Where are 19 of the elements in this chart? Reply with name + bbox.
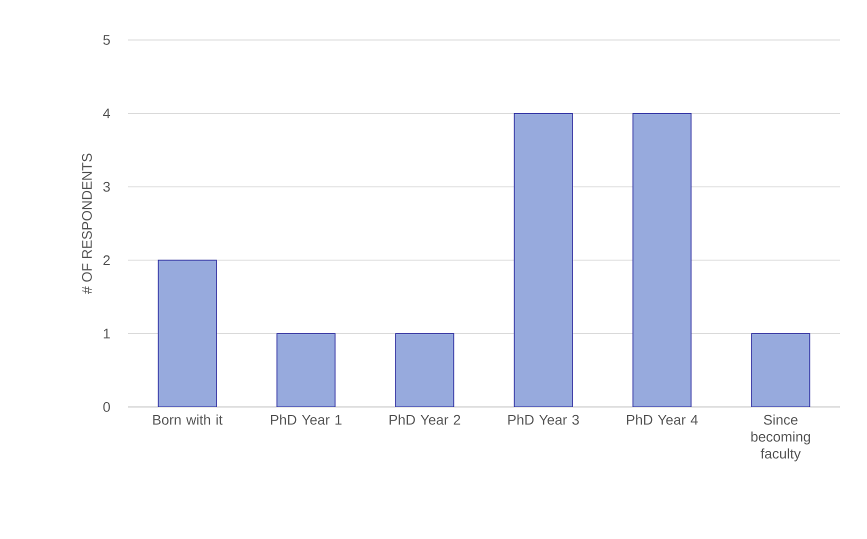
bar bbox=[514, 112, 573, 407]
x-tick-label: PhD Year 2 bbox=[390, 414, 460, 425]
y-tick-label: 5 bbox=[103, 35, 110, 45]
bar bbox=[751, 333, 810, 407]
x-tick-label: Since becoming faculty bbox=[751, 414, 810, 462]
y-axis-title: # OF RESPONDENTS bbox=[82, 154, 92, 294]
y-tick-label: 1 bbox=[104, 328, 110, 338]
y-tick-label: 2 bbox=[103, 255, 110, 266]
y-tick-label: 4 bbox=[103, 108, 110, 118]
bar bbox=[395, 333, 454, 407]
x-tick-label: PhD Year 4 bbox=[626, 414, 698, 425]
bar bbox=[632, 112, 692, 407]
bar bbox=[158, 260, 217, 407]
bar bbox=[276, 333, 336, 407]
x-tick-label: PhD Year 3 bbox=[508, 414, 579, 425]
y-tick-label: 0 bbox=[103, 402, 110, 412]
y-tick-label: 3 bbox=[103, 182, 110, 192]
x-tick-label: Born with it bbox=[153, 414, 222, 425]
x-tick-label: PhD Year 1 bbox=[270, 414, 342, 425]
